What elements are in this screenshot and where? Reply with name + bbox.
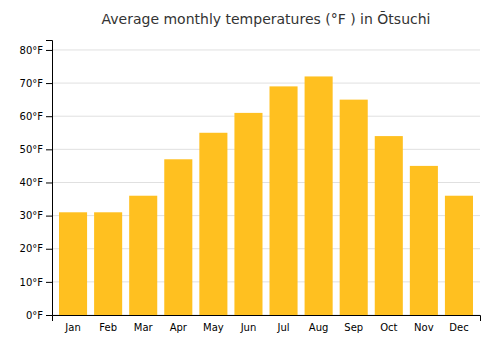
x-tick: Nov (414, 322, 434, 333)
x-tick-label: Apr (170, 322, 188, 333)
x-tick-label: Sep (344, 322, 363, 333)
y-tick: 60°F (20, 111, 52, 122)
y-axis-line (46, 41, 53, 316)
x-tick: Oct (380, 322, 397, 333)
x-tick-label: Jul (277, 322, 290, 333)
y-tick: 40°F (20, 177, 52, 188)
bars (59, 76, 473, 315)
x-tick-label: May (203, 322, 224, 333)
x-tick: Jun (240, 322, 257, 333)
grid-line (52, 149, 480, 150)
x-tick: Sep (344, 322, 363, 333)
y-tick-mark (46, 282, 52, 283)
y-tick: 0°F (26, 310, 52, 321)
bar (199, 133, 227, 315)
x-tick: Jan (64, 322, 80, 333)
chart: 0°F 10°F 20°F 30°F 40°F 50°F 60°F 70°F 80°F Jan Fe… (0, 0, 500, 350)
plot: 0°F 10°F 20°F 30°F 40°F 50°F 60°F 70°F 80°F Jan Fe… (20, 41, 481, 334)
y-tick-label: 60°F (20, 111, 44, 122)
bar (445, 196, 473, 315)
y-tick-label: 50°F (20, 144, 44, 155)
x-tick-label: Dec (449, 322, 468, 333)
y-tick-mark (46, 50, 52, 51)
x-tick: Dec (449, 322, 468, 333)
x-tick-label: Jun (240, 322, 257, 333)
grid (52, 50, 480, 315)
bar (340, 100, 368, 315)
bar (59, 212, 87, 315)
y-tick-mark (46, 249, 52, 250)
x-tick-label: Mar (134, 322, 154, 333)
x-axis: Jan Feb Mar Apr May Jun Jul Aug Sep Oct Nov Dec (53, 316, 481, 334)
y-tick: 10°F (20, 277, 52, 288)
bar (234, 113, 262, 315)
bar (410, 166, 438, 315)
y-tick: 30°F (20, 210, 52, 221)
x-tick-label: Aug (309, 322, 329, 333)
y-tick-label: 80°F (20, 45, 44, 56)
bar (129, 196, 157, 315)
y-tick-label: 0°F (26, 310, 43, 321)
bar (94, 212, 122, 315)
y-tick: 80°F (20, 45, 52, 56)
y-tick-mark (46, 182, 52, 183)
y-tick-mark (46, 149, 52, 150)
y-tick: 70°F (20, 78, 52, 89)
grid-line (52, 116, 480, 117)
x-tick: Aug (309, 322, 329, 333)
y-tick-label: 70°F (20, 78, 44, 89)
y-tick: 50°F (20, 144, 52, 155)
y-tick-label: 40°F (20, 177, 44, 188)
x-tick: May (203, 322, 224, 333)
x-tick: Mar (134, 322, 154, 333)
x-tick-label: Oct (380, 322, 397, 333)
bar (305, 76, 333, 315)
bar (270, 86, 298, 315)
grid-line (52, 49, 480, 50)
x-tick: Feb (99, 322, 117, 333)
y-tick-mark (46, 116, 52, 117)
y-tick-mark (46, 315, 52, 316)
y-tick-mark (46, 216, 52, 217)
x-tick: Jul (277, 322, 290, 333)
title: Average monthly temperatures (°F ) in Ōt… (102, 11, 431, 27)
bar (375, 136, 403, 315)
x-tick-label: Jan (64, 322, 80, 333)
x-tick-label: Feb (99, 322, 117, 333)
y-tick-label: 10°F (20, 277, 44, 288)
x-tick: Apr (170, 322, 188, 333)
grid-line (52, 83, 480, 84)
y-tick-label: 20°F (20, 243, 44, 254)
x-axis-line (53, 316, 481, 322)
x-tick-label: Nov (414, 322, 434, 333)
y-tick: 20°F (20, 243, 52, 254)
y-tick-label: 30°F (20, 210, 44, 221)
y-tick-mark (46, 83, 52, 84)
y-axis: 0°F 10°F 20°F 30°F 40°F 50°F 60°F 70°F 80°F (20, 41, 53, 321)
bar (164, 159, 192, 315)
